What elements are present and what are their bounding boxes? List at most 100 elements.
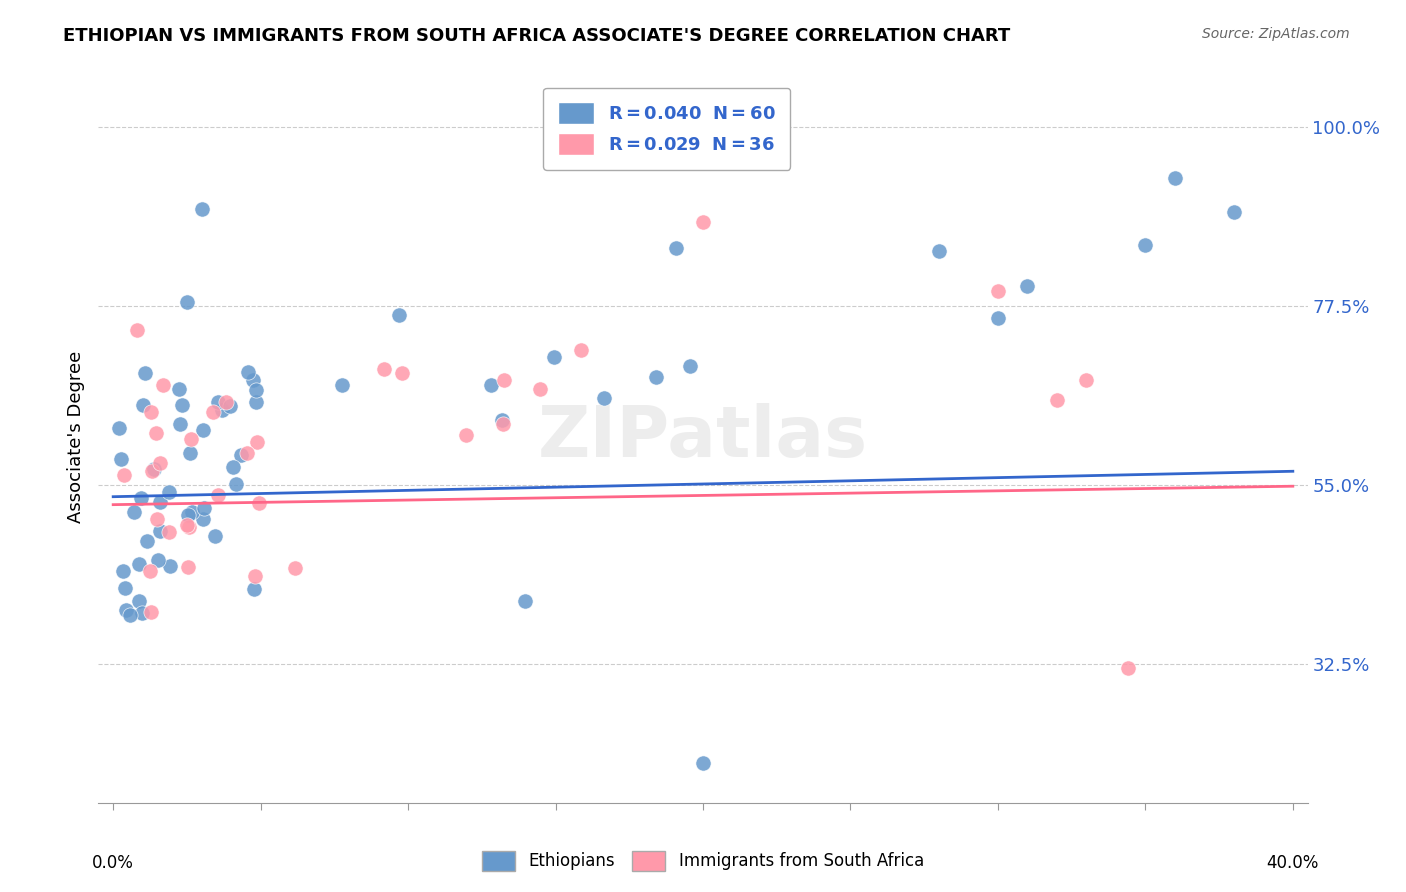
Point — [513, 593, 536, 607]
Point — [284, 561, 307, 575]
Point — [114, 581, 136, 595]
Point — [692, 756, 714, 770]
Point — [543, 350, 565, 364]
Point — [139, 565, 162, 579]
Point — [211, 402, 233, 417]
Point — [391, 366, 413, 380]
Point — [129, 491, 152, 505]
Point — [245, 569, 267, 583]
Point — [242, 582, 264, 596]
Point — [236, 445, 259, 459]
Point — [491, 413, 513, 427]
Point — [1135, 238, 1157, 252]
Point — [139, 605, 162, 619]
Point — [1017, 278, 1039, 293]
Point — [222, 459, 245, 474]
Point — [928, 244, 950, 258]
Point — [245, 384, 267, 398]
Point — [1164, 171, 1187, 186]
Point — [139, 404, 162, 418]
Point — [492, 373, 515, 387]
Point — [149, 456, 172, 470]
Point — [191, 512, 214, 526]
Point — [128, 557, 150, 571]
Point — [387, 308, 409, 322]
Point — [177, 520, 200, 534]
Point — [190, 202, 212, 216]
Point — [157, 484, 180, 499]
Point — [131, 606, 153, 620]
Point — [479, 378, 502, 392]
Text: 40.0%: 40.0% — [1267, 854, 1319, 872]
Point — [247, 496, 270, 510]
Point — [645, 370, 668, 384]
Point — [114, 603, 136, 617]
Point — [176, 518, 198, 533]
Point — [454, 428, 477, 442]
Point — [193, 500, 215, 515]
Point — [146, 512, 169, 526]
Point — [692, 215, 714, 229]
Point — [135, 534, 157, 549]
Point — [159, 558, 181, 573]
Point — [145, 426, 167, 441]
Point — [569, 343, 592, 357]
Point — [332, 378, 354, 392]
Point — [665, 241, 688, 255]
Point — [149, 524, 172, 538]
Point — [1223, 204, 1246, 219]
Point — [373, 362, 395, 376]
Point — [207, 394, 229, 409]
Point — [678, 359, 700, 373]
Point — [131, 398, 153, 412]
Point — [529, 382, 551, 396]
Point — [111, 564, 134, 578]
Point — [987, 284, 1010, 298]
Point — [157, 524, 180, 539]
Point — [225, 477, 247, 491]
Y-axis label: Associate's Degree: Associate's Degree — [66, 351, 84, 524]
Point — [191, 423, 214, 437]
Point — [142, 462, 165, 476]
Point — [112, 467, 135, 482]
Point — [242, 373, 264, 387]
Point — [492, 417, 515, 432]
Text: ZIPatlas: ZIPatlas — [538, 402, 868, 472]
Point — [231, 449, 253, 463]
Point — [236, 365, 259, 379]
Point — [218, 399, 240, 413]
Point — [1046, 393, 1069, 408]
Legend: Ethiopians, Immigrants from South Africa: Ethiopians, Immigrants from South Africa — [475, 844, 931, 878]
Point — [152, 377, 174, 392]
Point — [110, 451, 132, 466]
Point — [245, 435, 267, 450]
Point — [120, 607, 142, 622]
Point — [180, 432, 202, 446]
Point — [169, 417, 191, 431]
Point — [176, 508, 198, 522]
Point — [176, 294, 198, 309]
Point — [128, 594, 150, 608]
Legend: $\mathbf{R = 0.040}$  $\mathbf{N = 60}$, $\mathbf{R = 0.029}$  $\mathbf{N = 36}$: $\mathbf{R = 0.040}$ $\mathbf{N = 60}$, … — [543, 87, 790, 169]
Point — [141, 463, 163, 477]
Point — [202, 405, 225, 419]
Point — [204, 529, 226, 543]
Point — [125, 323, 148, 337]
Point — [177, 560, 200, 574]
Text: Source: ZipAtlas.com: Source: ZipAtlas.com — [1202, 27, 1350, 41]
Point — [149, 495, 172, 509]
Point — [148, 553, 170, 567]
Point — [1076, 373, 1098, 387]
Point — [1116, 660, 1139, 674]
Point — [167, 382, 190, 396]
Point — [170, 398, 193, 412]
Point — [108, 421, 131, 435]
Point — [134, 366, 156, 380]
Text: 0.0%: 0.0% — [93, 854, 134, 872]
Text: ETHIOPIAN VS IMMIGRANTS FROM SOUTH AFRICA ASSOCIATE'S DEGREE CORRELATION CHART: ETHIOPIAN VS IMMIGRANTS FROM SOUTH AFRIC… — [63, 27, 1011, 45]
Point — [215, 394, 238, 409]
Point — [987, 310, 1010, 325]
Point — [245, 395, 267, 409]
Point — [592, 391, 614, 405]
Point — [122, 505, 145, 519]
